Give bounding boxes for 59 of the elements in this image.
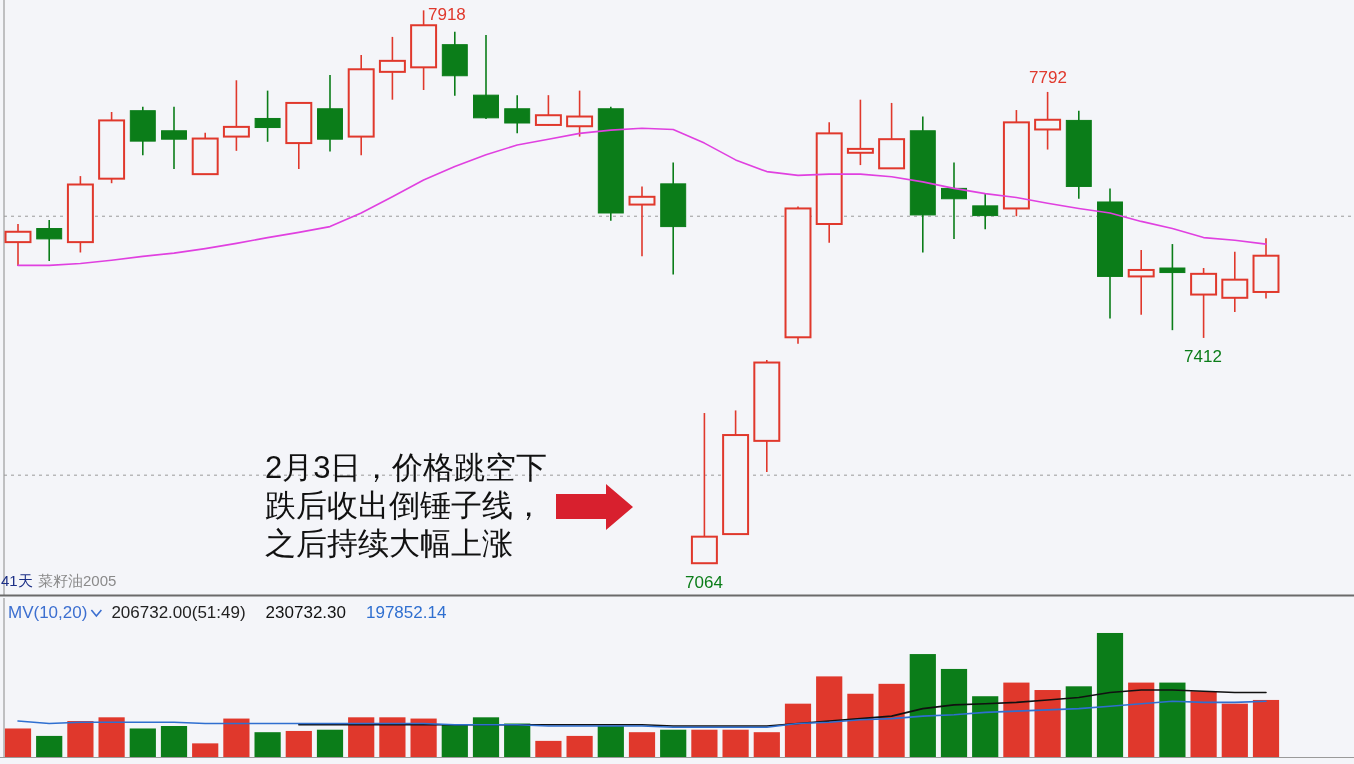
annotation: 7412 — [1184, 347, 1222, 366]
bar — [972, 696, 999, 757]
annotation: 7918 — [428, 5, 466, 24]
candlestick — [941, 161, 967, 240]
candlestick — [1159, 243, 1186, 331]
text: 230732.30 — [265, 603, 346, 622]
text: 206732.00(51:49) — [111, 603, 246, 622]
bar — [628, 732, 656, 757]
bar — [940, 668, 968, 757]
bar — [878, 683, 905, 757]
bar — [192, 743, 219, 757]
bar — [36, 735, 63, 757]
bar — [472, 717, 500, 757]
bar — [348, 717, 375, 757]
candlestick — [1127, 249, 1155, 316]
bar — [1003, 682, 1030, 757]
bar — [691, 729, 718, 757]
bar — [535, 740, 562, 757]
chart-title: MV(10,20) — [8, 603, 88, 622]
bar — [441, 724, 468, 757]
bar — [223, 718, 250, 757]
bar — [1096, 632, 1124, 757]
annotation: 2月3日，价格跳空下跌后收出倒锤子线，之后持续大幅上涨 — [265, 450, 548, 561]
candlestick — [846, 98, 874, 166]
bar — [1221, 703, 1248, 757]
annotation: 41天 — [1, 572, 33, 589]
bar — [597, 726, 624, 757]
bar — [847, 693, 874, 757]
bar — [98, 717, 125, 757]
bar — [566, 735, 593, 757]
annotation: 7064 — [685, 573, 723, 592]
bar — [784, 703, 812, 757]
bar — [285, 730, 312, 757]
bar — [379, 717, 406, 757]
bar — [1159, 682, 1186, 757]
bar — [909, 654, 936, 757]
bar — [660, 729, 687, 757]
bar — [160, 726, 188, 757]
bar — [1034, 690, 1061, 757]
bar — [1128, 682, 1155, 757]
bar — [4, 728, 32, 757]
annotation: 7792 — [1029, 68, 1067, 87]
bar — [753, 732, 780, 757]
annotation: 菜籽油2005 — [38, 572, 117, 589]
bar — [129, 728, 156, 757]
bar — [816, 676, 843, 757]
bar — [1252, 699, 1280, 757]
bar — [316, 729, 344, 757]
bar — [722, 729, 749, 757]
bar — [1065, 686, 1092, 757]
bar — [254, 732, 281, 757]
bar — [504, 723, 531, 757]
candlestick — [1034, 91, 1062, 151]
candlestick — [161, 106, 187, 170]
bar — [67, 721, 94, 757]
bar — [410, 718, 437, 757]
bar — [1190, 691, 1217, 757]
candlestick — [222, 79, 250, 152]
text: 197852.14 — [365, 603, 447, 622]
